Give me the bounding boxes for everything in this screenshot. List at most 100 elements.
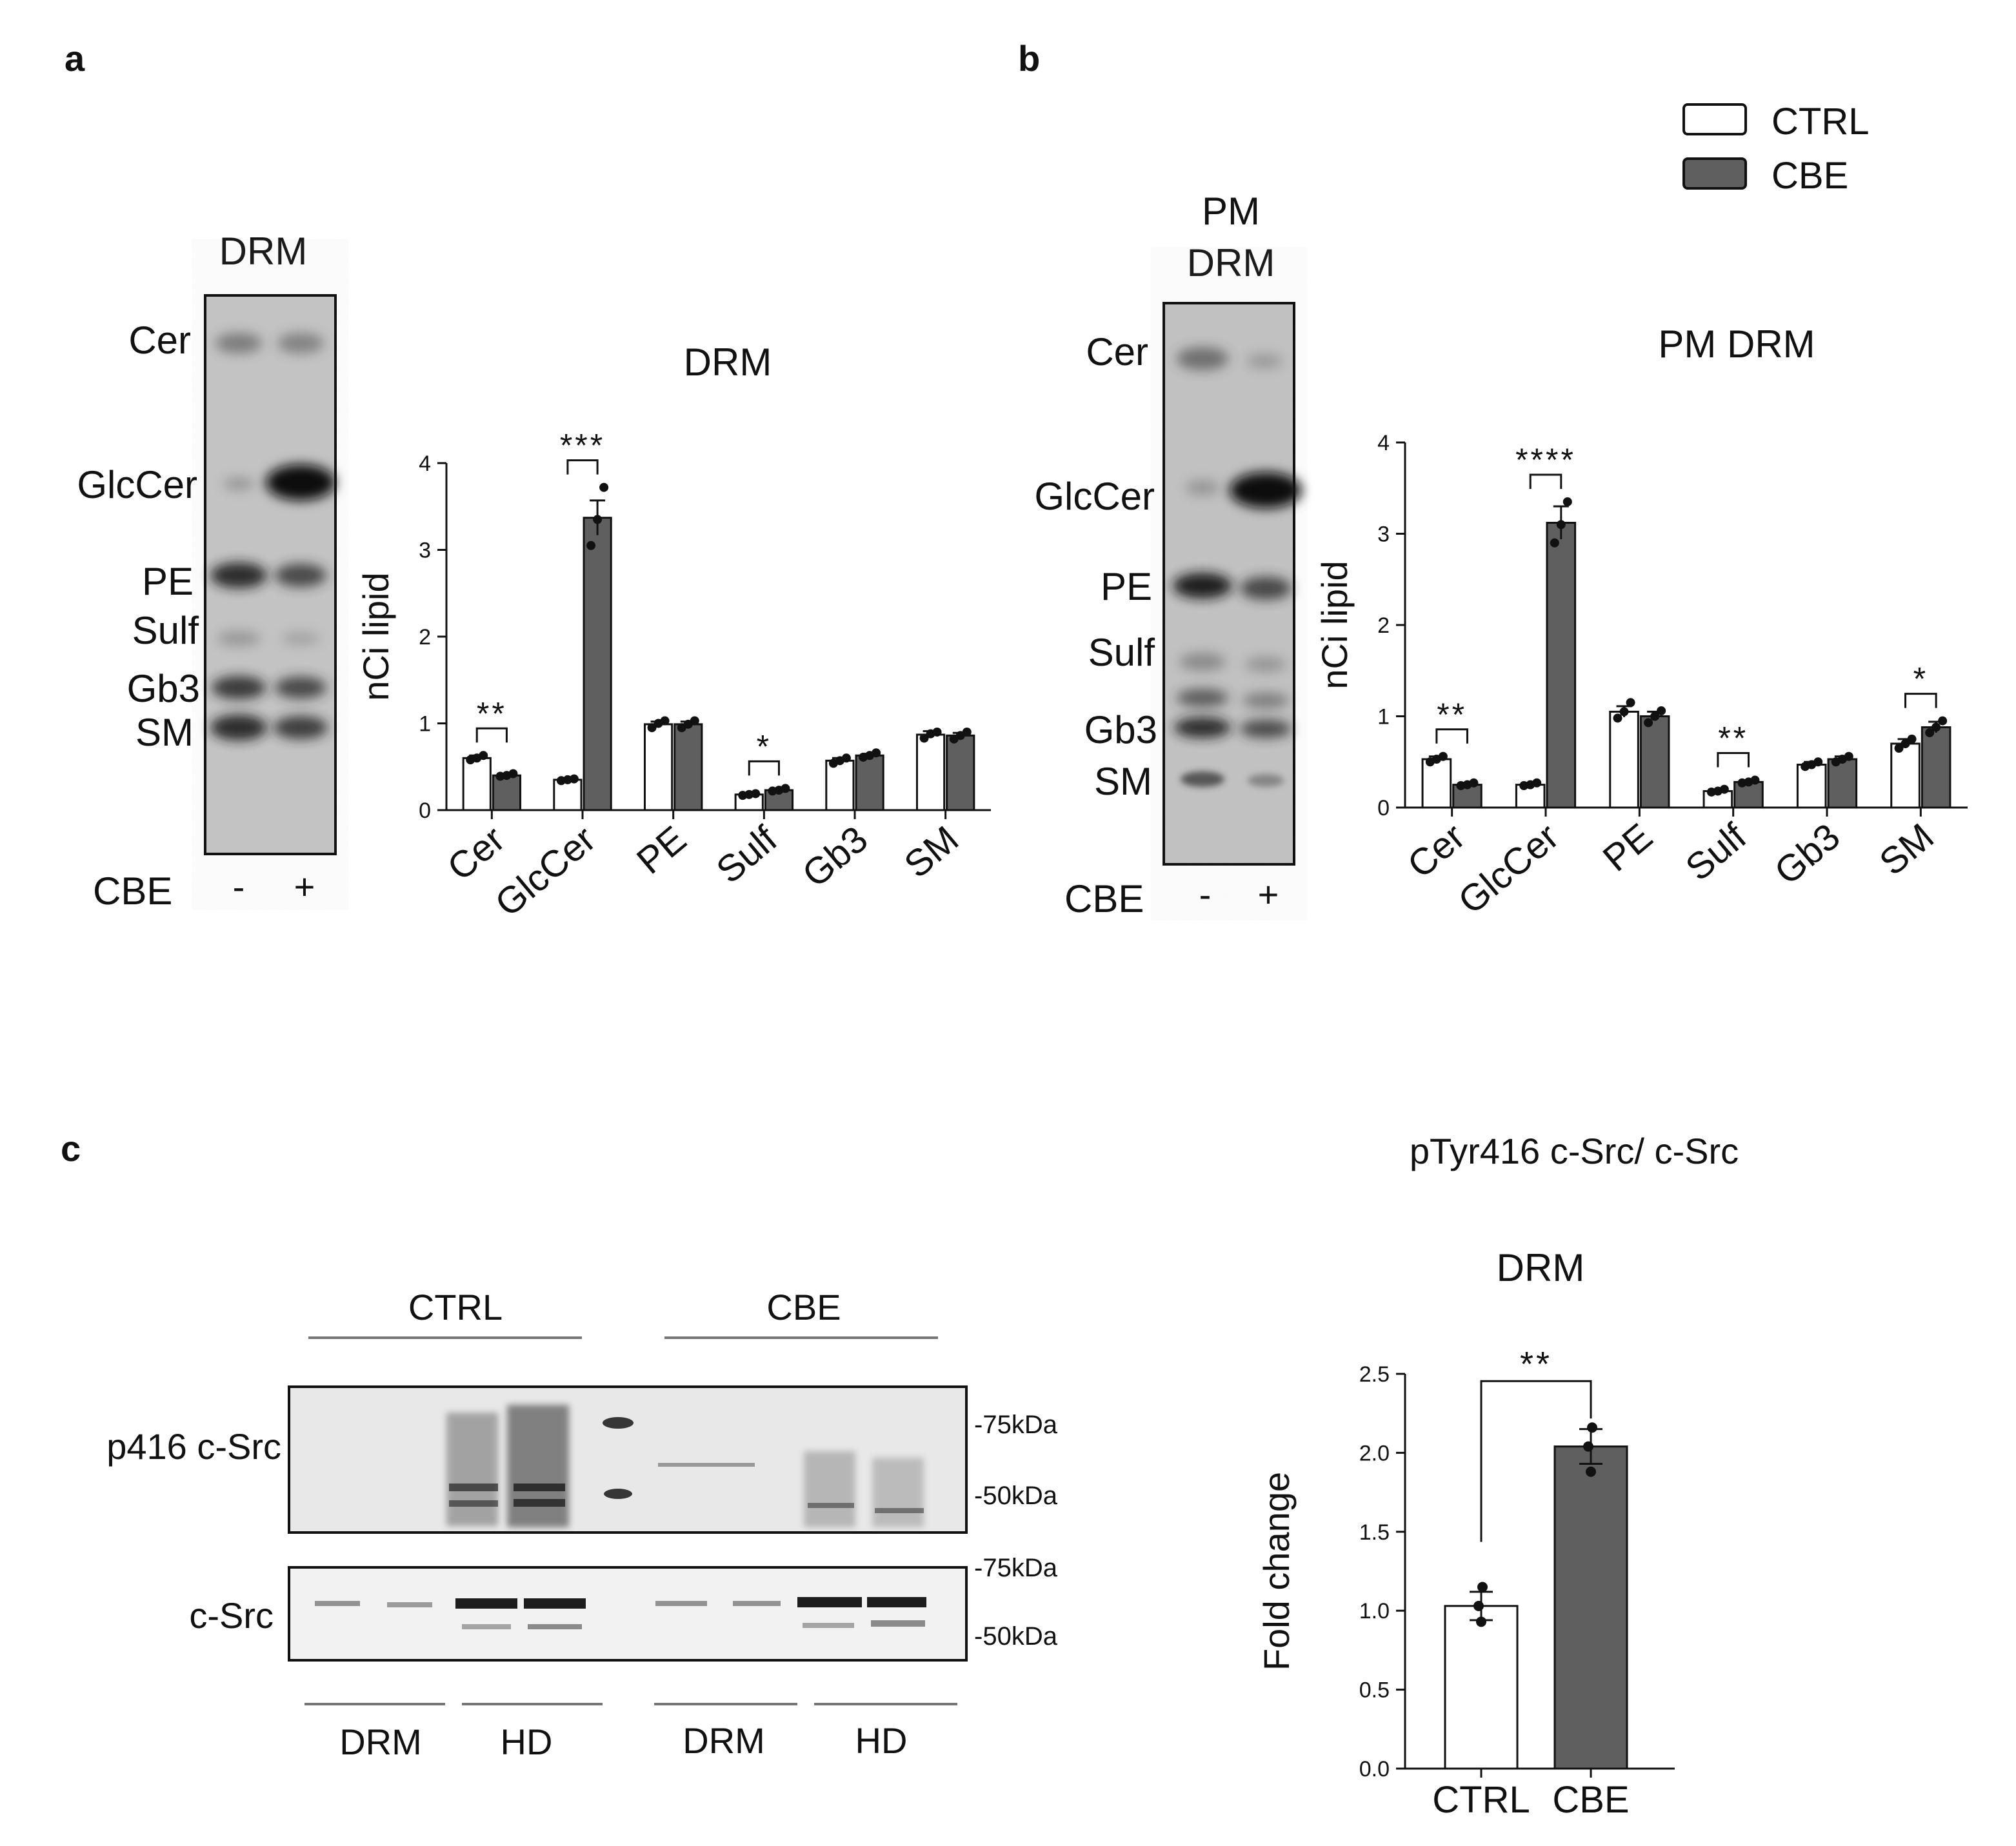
- wb-bottom-bands: [315, 1597, 926, 1629]
- chart-b-bar-ctrl-SM: [1890, 742, 1921, 809]
- wb-group-cbe: CBE: [766, 1287, 841, 1327]
- chart-b-ytick-label-3: 3: [1377, 522, 1390, 547]
- chart-a-point-1-2-2: [690, 716, 699, 726]
- tlc-a-band-sm-plus: [274, 716, 328, 739]
- chart-a-xlabel-Gb3: Gb3: [795, 818, 876, 895]
- chart-a-ylabel: nCi lipid: [355, 572, 396, 700]
- wb-row-label-csrc: c-Src: [189, 1595, 274, 1636]
- wb-top-bands: [446, 1405, 924, 1527]
- chart-a-bar-ctrl-PE: [643, 723, 674, 811]
- chart-c-sig-label: **: [1520, 1345, 1552, 1384]
- tlc-b-band-gb3a-plus: [1243, 693, 1289, 708]
- chart-c-ylabel: Fold change: [1256, 1472, 1297, 1671]
- chart-a-point-0-0-2: [479, 751, 488, 760]
- chart-a-bar-ctrl-Gb3: [825, 759, 855, 811]
- chart-a-bar-cbe-Cer: [492, 774, 522, 811]
- chart-b-xlabel-Gb3: Gb3: [1767, 815, 1848, 893]
- chart-b-point-1-0-2: [1469, 778, 1479, 788]
- chart-a-sig-bracket-2: [748, 760, 780, 776]
- chart-c-point-1-1: [1583, 1441, 1593, 1452]
- chart-b-bar-ctrl-Gb3: [1796, 763, 1827, 809]
- chart-a-point-0-4-2: [841, 753, 851, 763]
- legend-swatch-ctrl: [1682, 103, 1747, 135]
- tlc-b-band-pe-minus: [1173, 573, 1232, 599]
- chart-c-ytick-label-4: 2.0: [1359, 1441, 1390, 1465]
- chart-b-point-0-2-1: [1619, 707, 1629, 717]
- wb-marker-bottom-50: -50kDa: [974, 1622, 1058, 1651]
- tlc-a-label-cer: Cer: [128, 319, 191, 362]
- chart-c-ytick-label-3: 1.5: [1359, 1520, 1390, 1545]
- tlc-a-band-gb3-minus: [212, 676, 266, 699]
- wb-marker-bottom-75: -75kDa: [974, 1554, 1058, 1582]
- tlc-a-label-sulf: Sulf: [132, 609, 199, 652]
- chart-b-ylabel: nCi lipid: [1314, 561, 1355, 689]
- chart-c-point-1-0: [1586, 1466, 1596, 1477]
- chart-b-xlabel-Cer: Cer: [1400, 815, 1473, 886]
- chart-b-bar-cbe-SM: [1921, 726, 1951, 809]
- tlc-b-label-sm: SM: [1094, 760, 1152, 803]
- tlc-a-label-sm: SM: [135, 711, 194, 754]
- legend: CTRL CBE: [1682, 101, 1869, 197]
- chart-a-bar-ctrl-SM: [915, 733, 946, 811]
- chart-b-point-1-2-0: [1644, 718, 1653, 728]
- tlc-plate-b: PM DRM Cer GlcCer PE Sulf Gb3 SM CBE - +: [1034, 190, 1302, 920]
- wb-bottom-blot: [288, 1566, 968, 1662]
- chart-b-point-0-3-2: [1719, 784, 1729, 794]
- chart-a-point-1-1-1: [593, 515, 603, 524]
- legend-label-ctrl: CTRL: [1771, 101, 1869, 143]
- western-blot: CTRL CBE p416 c-Src c-Src -75kDa -50kDa: [106, 1287, 1057, 1762]
- tlc-a-band-glccer-plus: [266, 464, 335, 501]
- tlc-b-label-pe: PE: [1101, 565, 1152, 608]
- tlc-a-band-sulf-minus: [217, 631, 261, 646]
- chart-c-ytick-label-1: 0.5: [1359, 1678, 1390, 1703]
- chart-c-bar-cbe: [1553, 1445, 1628, 1770]
- chart-c-ytick-label-5: 2.5: [1359, 1362, 1390, 1387]
- chart-a-point-0-3-2: [751, 789, 761, 799]
- chart-a-ytick-label-1: 1: [419, 712, 431, 737]
- wb-fraction-ctrl-hd: HD: [501, 1722, 553, 1762]
- chart-a-point-0-2-0: [647, 723, 657, 733]
- chart-c-bar-ctrl: [1444, 1605, 1519, 1770]
- chart-b-xlabel-GlcCer: GlcCer: [1450, 815, 1566, 922]
- chart-b-ytick-label-4: 4: [1377, 431, 1390, 455]
- chart-a-bar-cbe-GlcCer: [583, 517, 612, 811]
- chart-a-sig-label-1: ***: [560, 428, 605, 464]
- chart-b-bar-ctrl-PE: [1609, 710, 1639, 809]
- chart-c-main-title: pTyr416 c-Src/ c-Src: [1410, 1131, 1739, 1171]
- chart-b-sig-label-2: **: [1718, 720, 1748, 757]
- chart-b-point-1-1-0: [1550, 538, 1559, 548]
- chart-a-ytick-label-0: 0: [419, 799, 431, 823]
- chart-a-point-1-1-0: [586, 541, 596, 550]
- chart-b-point-1-1-1: [1556, 520, 1566, 530]
- chart-b-bar-ctrl-Cer: [1421, 758, 1452, 809]
- chart-b-point-1-1-2: [1562, 497, 1572, 506]
- tlc-b-label-glccer: GlcCer: [1034, 475, 1155, 518]
- chart-b-sig-bracket-1: [1529, 473, 1562, 489]
- tlc-a-cbe-label: CBE: [93, 869, 172, 913]
- chart-b-xlabel-PE: PE: [1595, 815, 1661, 880]
- chart-a-bar-cbe-SM: [946, 734, 975, 811]
- tlc-b-title-line1: PM: [1202, 190, 1260, 233]
- tlc-b-band-gb3a-minus: [1177, 689, 1228, 707]
- chart-b-point-0-5-2: [1907, 734, 1917, 744]
- chart-b-sig-label-0: **: [1437, 697, 1467, 733]
- panel-label-b: b: [1018, 38, 1040, 79]
- chart-a-bar-cbe-Gb3: [855, 754, 884, 811]
- tlc-a-band-cer-minus: [215, 333, 262, 353]
- chart-a-xlabel-SM: SM: [897, 818, 966, 886]
- chart-b-point-0-2-2: [1626, 698, 1635, 708]
- tlc-a-band-gb3-plus: [275, 677, 326, 699]
- chart-b-point-1-5-2: [1938, 716, 1948, 726]
- legend-swatch-cbe: [1682, 157, 1747, 190]
- wb-fraction-cbe-drm: DRM: [683, 1720, 765, 1761]
- chart-b-point-0-5-1: [1901, 739, 1910, 748]
- tlc-a-band-sm-minus: [210, 715, 267, 740]
- tlc-b-band-glccer-minus: [1186, 480, 1219, 495]
- tlc-a-lane-plus: +: [294, 866, 315, 907]
- tlc-a-title: DRM: [219, 230, 308, 273]
- chart-b-xlabel-Sulf: Sulf: [1678, 815, 1755, 889]
- tlc-b-band-gb3-minus: [1174, 717, 1231, 738]
- chart-a-title: DRM: [684, 341, 772, 384]
